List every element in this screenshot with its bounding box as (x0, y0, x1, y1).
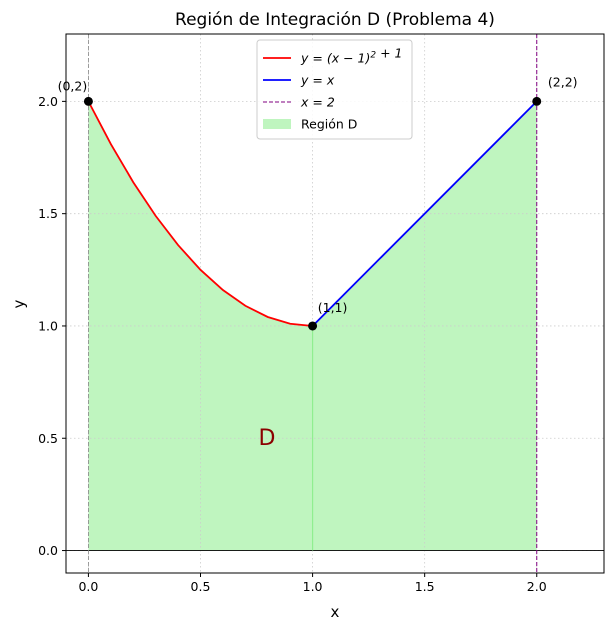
y-tick-label: 1.0 (38, 318, 58, 333)
axes-layer (62, 33, 605, 577)
y-tick-label: 0.0 (38, 543, 58, 558)
legend-text-part: − (343, 51, 353, 66)
point-label: (0,2) (58, 78, 88, 93)
legend-swatch (263, 119, 291, 129)
point-label: (2,2) (548, 74, 578, 89)
series-line-identity (311, 100, 538, 327)
points-layer (83, 96, 542, 331)
x-tick-label: 1.5 (415, 579, 435, 594)
grid-layer (66, 34, 604, 573)
x-tick-label: 2.0 (527, 579, 547, 594)
legend-text-part: 2 (370, 51, 376, 61)
point-marker (308, 321, 318, 331)
legend-text-part: + 1 (376, 46, 402, 61)
legend-text-part: x = 2 (300, 95, 335, 110)
y-tick-label: 1.5 (38, 206, 58, 221)
legend-text-part: y = x (300, 73, 335, 88)
legend-text-part: 1) (354, 51, 371, 66)
plot-frame (65, 33, 605, 574)
x-tick-label: 0.5 (191, 579, 211, 594)
legend-text-part: y = (x (300, 51, 343, 66)
y-tick-label: 0.5 (38, 431, 58, 446)
point-marker (83, 96, 93, 106)
legend-box (256, 39, 413, 140)
legend-text-part: Región D (301, 117, 357, 132)
chart-title: Región de Integración D (Problema 4) (175, 10, 495, 30)
point-label: (1,1) (318, 300, 348, 315)
y-axis-label: y (10, 299, 28, 308)
region-d-label: D (259, 426, 276, 451)
legend-entry-label: x = 2 (300, 95, 335, 110)
point-marker (532, 96, 542, 106)
x-tick-label: 1.0 (303, 579, 323, 594)
text-layer: Región de Integración D (Problema 4) x y… (10, 10, 578, 621)
legend-entry-label: y = (x − 1)2 + 1 (300, 46, 402, 66)
series-layer (87, 34, 538, 573)
legend: y = (x − 1)2 + 1 y = x x = 2 Región D (256, 39, 413, 140)
x-axis-label: x (331, 603, 340, 621)
series-line-parabola (87, 100, 313, 327)
y-tick-label: 2.0 (38, 94, 58, 109)
legend-entry-label: y = x (300, 73, 335, 88)
legend-entry-label: Región D (301, 117, 357, 132)
x-tick-label: 0.0 (78, 579, 98, 594)
